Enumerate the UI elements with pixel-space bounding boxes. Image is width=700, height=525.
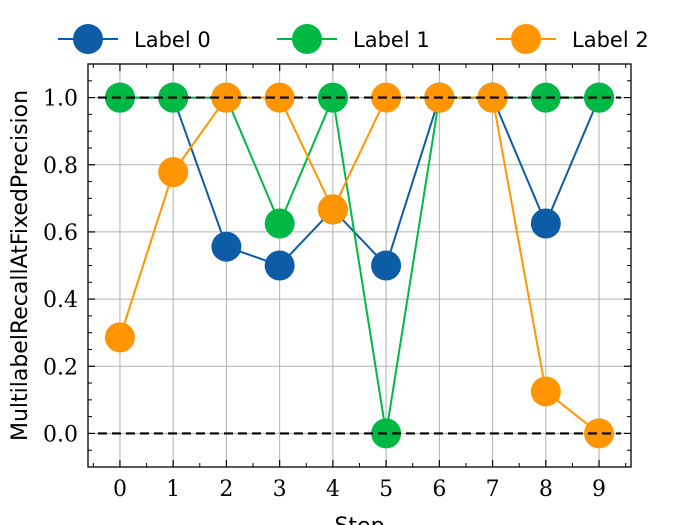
data-point xyxy=(317,82,348,113)
data-point xyxy=(530,82,561,113)
x-tick-label: 5 xyxy=(379,477,393,502)
y-tick-label: 0.2 xyxy=(43,355,78,380)
series-line-2 xyxy=(118,96,600,435)
x-tick-label: 6 xyxy=(432,477,446,502)
x-tick-label: 0 xyxy=(113,477,127,502)
data-point xyxy=(104,322,135,353)
x-tick-label: 4 xyxy=(326,477,340,502)
x-tick-label: 7 xyxy=(486,477,500,502)
legend-marker xyxy=(73,24,103,54)
legend-marker xyxy=(292,24,322,54)
legend-label: Label 0 xyxy=(134,28,211,52)
data-point xyxy=(211,231,242,262)
data-point xyxy=(584,82,615,113)
tick-labels: 0 1 2 3 4 5 6 7 8 9 0.0 0.2 0.4 0.6 0.8 1.0 xyxy=(43,87,606,502)
series-line-0 xyxy=(119,96,600,268)
data-point xyxy=(264,250,295,281)
x-tick-label: 1 xyxy=(166,477,180,502)
data-point xyxy=(317,194,348,225)
data-point xyxy=(264,208,295,239)
x-tick-label: 9 xyxy=(592,477,606,502)
x-tick-label: 8 xyxy=(539,477,553,502)
legend: Label 0 Label 1 Label 2 xyxy=(58,24,649,54)
x-axis-title: Step xyxy=(334,514,384,525)
x-tick-label: 3 xyxy=(273,477,287,502)
y-tick-label: 0.8 xyxy=(43,154,78,179)
y-tick-label: 1.0 xyxy=(43,87,78,112)
legend-label: Label 2 xyxy=(572,28,649,52)
data-point xyxy=(584,418,615,449)
y-tick-label: 0.4 xyxy=(43,288,78,313)
data-point xyxy=(371,250,402,281)
data-point xyxy=(158,157,189,188)
legend-marker xyxy=(511,24,541,54)
x-tick-label: 2 xyxy=(219,477,233,502)
reference-lines xyxy=(97,96,622,435)
axis-ticks xyxy=(88,63,631,467)
data-point xyxy=(530,208,561,239)
y-tick-label: 0.6 xyxy=(43,221,78,246)
data-point xyxy=(264,82,295,113)
data-point xyxy=(530,376,561,407)
data-series xyxy=(104,82,615,449)
y-tick-label: 0.0 xyxy=(43,422,78,447)
y-axis-title: MultilabelRecallAtFixedPrecision xyxy=(8,90,33,441)
legend-label: Label 1 xyxy=(353,28,430,52)
